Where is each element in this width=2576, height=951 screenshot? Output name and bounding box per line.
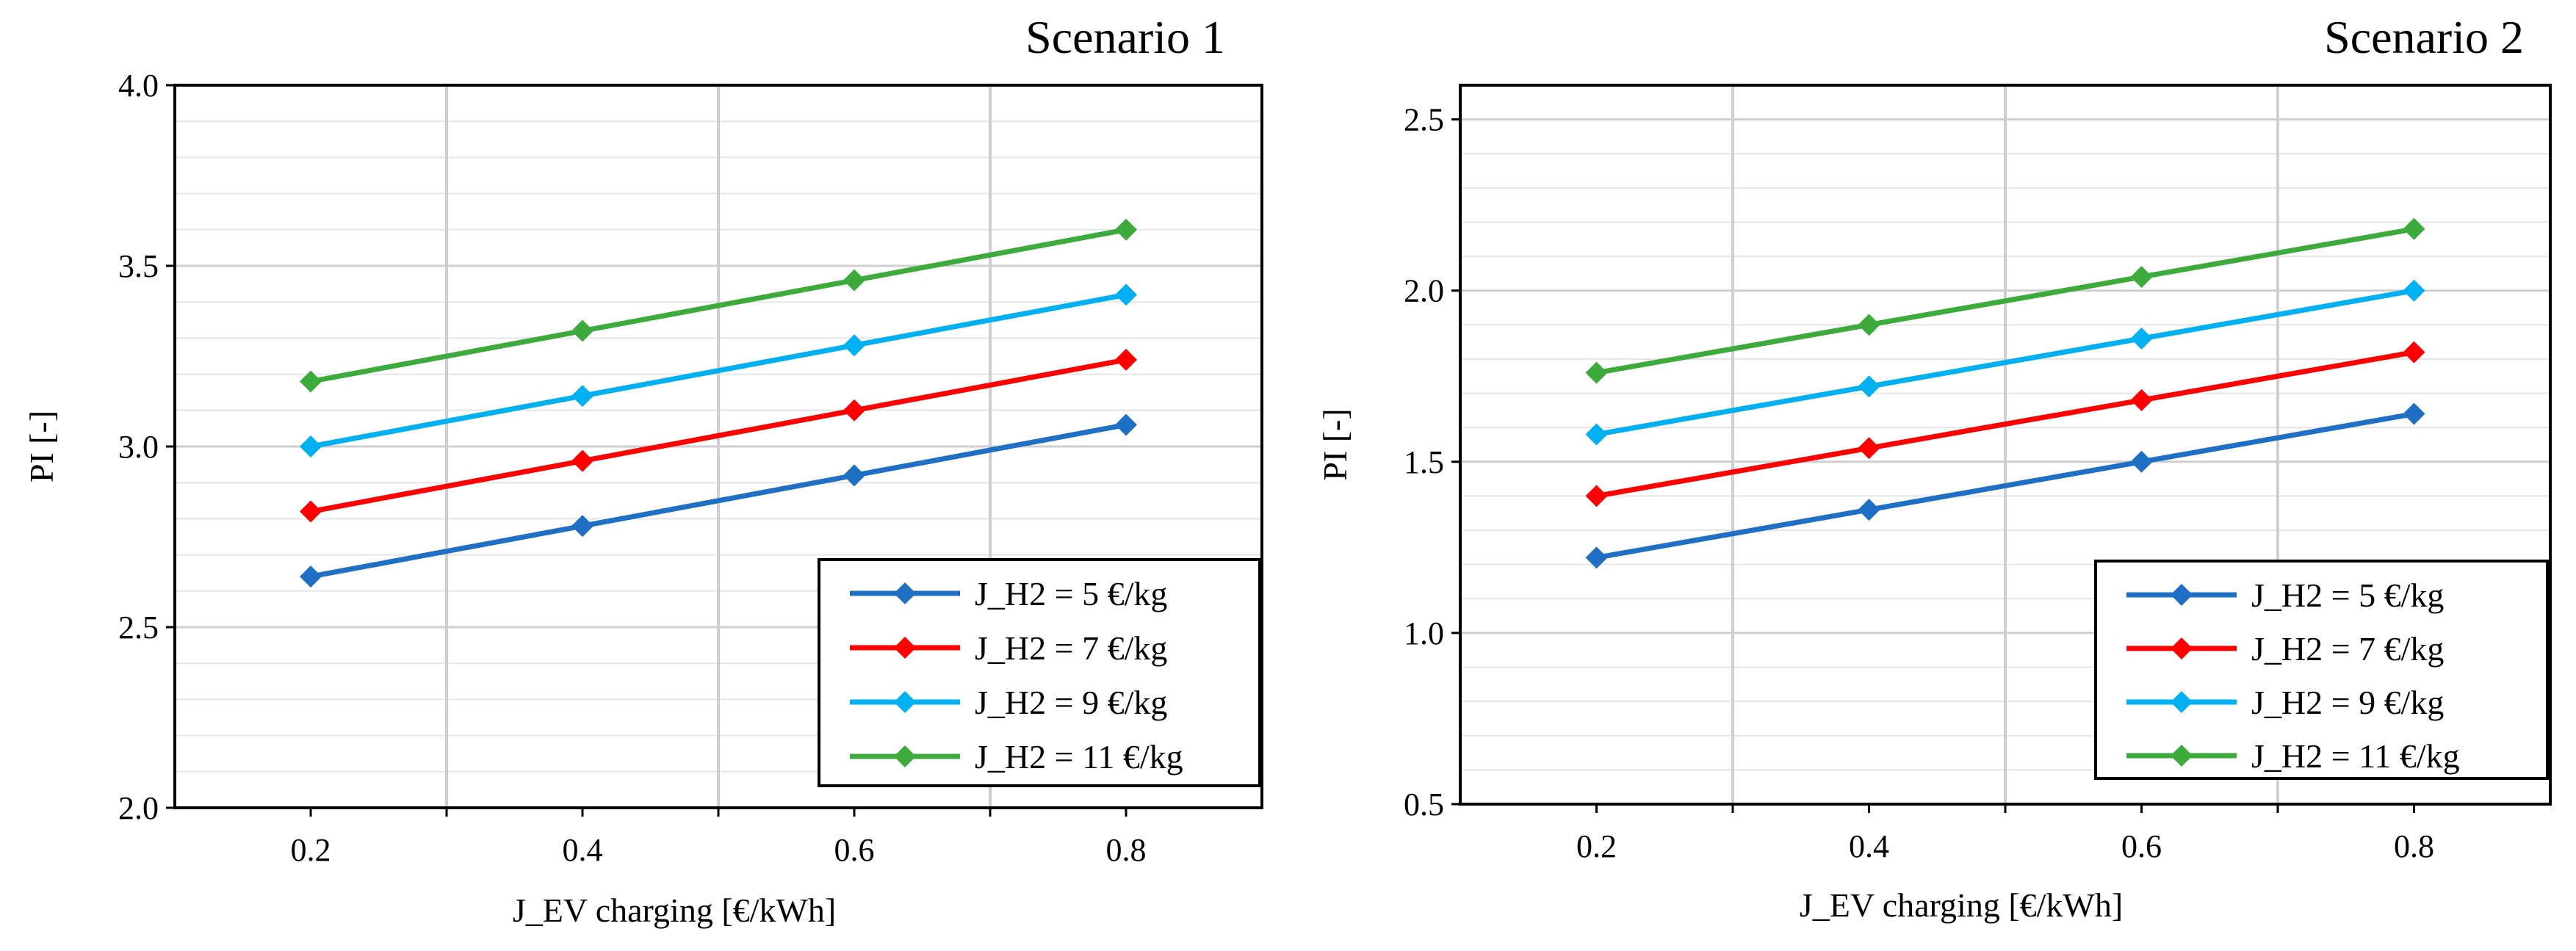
series-group [300, 218, 1137, 588]
data-point [843, 399, 865, 422]
horizontal-gridlines [1460, 118, 2550, 634]
legend: J_H2 = 5 €/kg J_H2 = 7 €/kg J_H2 = 9 €/kg J… [2094, 560, 2549, 780]
legend-swatch-marker [894, 637, 916, 659]
y-tick-label: 0.5 [1404, 787, 1444, 822]
data-point [1858, 437, 1880, 460]
y-tick-label: 3.5 [118, 248, 159, 284]
chart-1: 2.0 2.5 3.0 3.5 4.0 0.2 0.4 0.6 0.8 Scenario 1 J_E… [23, 11, 1263, 929]
data-point [1585, 423, 1608, 446]
y-axis-label: PI [-] [23, 411, 60, 482]
legend-label: J_H2 = 5 €/kg [975, 575, 1167, 612]
x-tick-label: 0.4 [563, 832, 603, 868]
data-point [300, 435, 322, 458]
data-point [1858, 499, 1880, 521]
legend-label: J_H2 = 9 €/kg [2251, 684, 2444, 721]
data-point [1585, 546, 1608, 569]
data-point [1585, 361, 1608, 384]
data-point [843, 464, 865, 487]
data-point [300, 565, 322, 588]
series-line [1595, 411, 2415, 560]
x-tick-label: 0.8 [2394, 828, 2434, 864]
series-line [310, 422, 1127, 579]
data-point [2403, 341, 2425, 364]
axes-ticks: 0.5 1.0 1.5 2.0 2.5 0.2 0.4 0.6 0.8 [1404, 102, 2434, 864]
data-point [843, 269, 865, 292]
data-point [571, 319, 594, 342]
x-tick-label: 0.8 [1106, 832, 1147, 868]
y-tick-label: 2.5 [118, 610, 159, 646]
legend-label: J_H2 = 11 €/kg [975, 738, 1183, 775]
x-axis-label: J_EV charging [€/kWh] [1800, 886, 2123, 924]
legend-swatch-marker [894, 745, 916, 767]
data-point [2130, 388, 2153, 411]
data-point [1858, 375, 1880, 398]
data-point [2403, 217, 2425, 240]
chart-2: 0.5 1.0 1.5 2.0 2.5 0.2 0.4 0.6 0.8 Scenario 2 J_E… [1316, 11, 2552, 924]
legend-label: J_H2 = 5 €/kg [2251, 576, 2444, 614]
y-axis-label: PI [-] [1316, 408, 1354, 480]
series-group [1585, 217, 2425, 569]
y-tick-label: 3.0 [118, 429, 159, 465]
series-line [310, 357, 1127, 515]
x-axis-label: J_EV charging [€/kWh] [513, 892, 836, 929]
data-point [2403, 279, 2425, 302]
chart-title: Scenario 2 [2324, 11, 2524, 63]
x-tick-label: 0.6 [2121, 828, 2162, 864]
legend-label: J_H2 = 9 €/kg [975, 684, 1167, 721]
data-point [2130, 327, 2153, 350]
x-tick-label: 0.2 [1576, 828, 1617, 864]
data-point [571, 385, 594, 408]
series-line [310, 292, 1127, 449]
data-point [2130, 450, 2153, 473]
data-point [1115, 348, 1137, 371]
data-point [1115, 218, 1137, 241]
y-tick-label: 2.0 [118, 790, 159, 826]
data-point [1585, 485, 1608, 507]
data-point [1858, 314, 1880, 336]
series-line [1595, 350, 2415, 499]
legend-label: J_H2 = 7 €/kg [2251, 630, 2444, 668]
legend-swatch-marker [2171, 584, 2193, 606]
data-point [2130, 266, 2153, 289]
axes-ticks: 2.0 2.5 3.0 3.5 4.0 0.2 0.4 0.6 0.8 [118, 68, 1147, 868]
legend-swatch-marker [894, 691, 916, 713]
legend: J_H2 = 5 €/kg J_H2 = 7 €/kg J_H2 = 9 €/kg J… [818, 558, 1261, 787]
y-tick-label: 1.0 [1404, 615, 1444, 651]
legend-swatch-marker [2171, 745, 2193, 767]
x-tick-label: 0.6 [834, 832, 875, 868]
data-point [300, 370, 322, 393]
series-line [310, 227, 1127, 384]
data-point [571, 449, 594, 472]
data-point [843, 334, 865, 357]
y-tick-label: 1.5 [1404, 444, 1444, 480]
chart-title: Scenario 1 [1025, 11, 1225, 63]
x-tick-label: 0.4 [1849, 828, 1889, 864]
legend-swatch-marker [2171, 691, 2193, 713]
legend-swatch-marker [894, 582, 916, 604]
legend-label: J_H2 = 7 €/kg [975, 629, 1167, 667]
series-line [1595, 288, 2415, 437]
series-line [1595, 226, 2415, 376]
legend-box [818, 558, 1261, 787]
data-point [1115, 413, 1137, 436]
data-point [2403, 402, 2425, 425]
y-tick-label: 2.0 [1404, 273, 1444, 309]
legend-label: J_H2 = 11 €/kg [2251, 737, 2460, 775]
data-point [1115, 283, 1137, 306]
data-point [300, 500, 322, 523]
data-point [571, 515, 594, 538]
y-tick-label: 2.5 [1404, 102, 1444, 138]
x-tick-label: 0.2 [291, 832, 331, 868]
legend-swatch-marker [2171, 637, 2193, 659]
y-tick-label: 4.0 [118, 68, 159, 104]
